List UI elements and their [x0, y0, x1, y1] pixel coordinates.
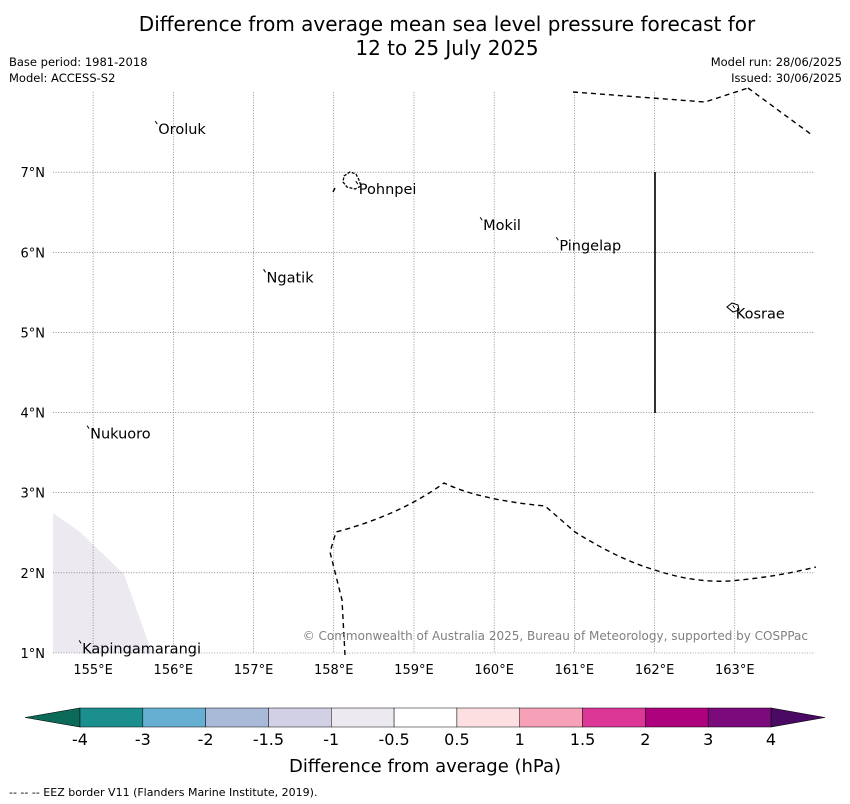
colorbar: -4 -3 -2 -1.5 -1 -0.5 0.5 1 1.5 2 3 4 — [24, 707, 826, 749]
colorbar-segment — [456, 707, 520, 728]
place-marker — [732, 305, 736, 309]
latitude-tick-label: 2°N — [21, 567, 46, 582]
longitude-tick-labels: 155°E 156°E 157°E 158°E 159°E 160°E 161°E 162°E… — [73, 663, 754, 678]
place-label-pingelap: Pingelap — [559, 238, 621, 254]
place-marker — [355, 180, 359, 185]
colorbar-tick-label: -4 — [72, 730, 88, 749]
colorbar-tick-label: -2 — [198, 730, 214, 749]
colorbar-tick-label: 2 — [640, 730, 650, 749]
colorbar-segment — [205, 707, 269, 728]
longitude-tick-label: 160°E — [474, 663, 514, 678]
title-line-1: Difference from average mean sea level p… — [138, 12, 756, 36]
place-label-pohnpei: Pohnpei — [359, 182, 417, 198]
chart-title: Difference from average mean sea level p… — [0, 12, 850, 60]
model-name: Model: ACCESS-S2 — [9, 71, 116, 85]
place-label-ngatik: Ngatik — [267, 270, 315, 286]
colorbar-segment — [519, 707, 583, 728]
latitude-tick-label: 5°N — [21, 326, 46, 341]
colorbar-high-extend — [770, 707, 826, 728]
place-labels: Oroluk Pohnpei Mokil Pingelap Ngatik Kosrae Nu… — [78, 120, 785, 657]
graticule — [53, 92, 815, 654]
place-label-mokil: Mokil — [483, 218, 521, 234]
latitude-tick-label: 6°N — [21, 246, 46, 261]
colorbar-tick-label: -0.5 — [378, 730, 409, 749]
title-line-2: 12 to 25 July 2025 — [355, 36, 539, 60]
longitude-tick-label: 156°E — [154, 663, 194, 678]
colorbar-tick-label: 4 — [766, 730, 776, 749]
place-marker — [154, 120, 158, 125]
place-label-kapingamarangi: Kapingamarangi — [82, 641, 201, 657]
longitude-tick-label: 162°E — [635, 663, 675, 678]
colorbar-segment — [582, 707, 646, 728]
run-info: Model run: 28/06/2025 Issued: 30/06/2025 — [711, 54, 842, 86]
latitude-tick-label: 7°N — [21, 166, 46, 181]
colorbar-tick-label: 1.5 — [570, 730, 595, 749]
eez-legend-note: -- -- -- EEZ border V11 (Flanders Marine… — [9, 786, 318, 799]
eez-border-fragment — [332, 187, 336, 193]
eez-border-north — [572, 87, 813, 136]
longitude-tick-label: 155°E — [73, 663, 113, 678]
longitude-tick-label: 163°E — [715, 663, 755, 678]
place-marker — [86, 425, 90, 429]
model-info: Base period: 1981-2018 Model: ACCESS-S2 — [9, 54, 148, 86]
longitude-tick-label: 159°E — [394, 663, 434, 678]
place-label-nukuoro: Nukuoro — [90, 427, 151, 443]
colorbar-segment — [707, 707, 772, 728]
colorbar-low-extend — [24, 707, 81, 728]
latitude-tick-labels: 1°N 2°N 3°N 4°N 5°N 6°N 7°N — [21, 166, 46, 662]
colorbar-segment — [142, 707, 206, 728]
latitude-tick-label: 4°N — [21, 407, 46, 422]
longitude-tick-label: 158°E — [314, 663, 354, 678]
issued-date: Issued: 30/06/2025 — [731, 71, 842, 85]
colorbar-label: Difference from average (hPa) — [289, 756, 561, 777]
colorbar-tick-label: -1 — [323, 730, 339, 749]
kosrae-island-outline — [726, 302, 740, 313]
latitude-tick-label: 3°N — [21, 487, 46, 502]
colorbar-tick-label: -3 — [135, 730, 151, 749]
model-run: Model run: 28/06/2025 — [710, 55, 842, 69]
colorbar-segment — [645, 707, 709, 728]
place-label-oroluk: Oroluk — [158, 122, 206, 138]
place-label-kosrae: Kosrae — [736, 306, 785, 322]
copyright-credit: © Commonwealth of Australia 2025, Bureau… — [303, 629, 808, 643]
colorbar-tick-label: 3 — [703, 730, 713, 749]
eez-border-lines — [329, 87, 817, 656]
latitude-tick-label: 1°N — [21, 647, 46, 662]
place-marker — [78, 640, 82, 644]
place-marker — [263, 269, 266, 273]
longitude-tick-label: 161°E — [555, 663, 595, 678]
place-marker — [555, 236, 559, 241]
colorbar-tick-label: 1 — [515, 730, 525, 749]
colorbar-segment — [331, 707, 395, 728]
colorbar-tick-label: 0.5 — [444, 730, 469, 749]
base-period: Base period: 1981-2018 — [9, 55, 148, 69]
place-marker — [479, 216, 483, 221]
eez-border-south — [329, 482, 817, 656]
longitude-tick-label: 157°E — [234, 663, 274, 678]
colorbar-tick-label: -1.5 — [253, 730, 284, 749]
colorbar-segment — [79, 707, 144, 728]
colorbar-segment — [393, 707, 458, 728]
shaded-anomaly-region — [53, 513, 152, 653]
colorbar-segment — [268, 707, 332, 728]
pohnpei-island-outline — [342, 171, 362, 190]
